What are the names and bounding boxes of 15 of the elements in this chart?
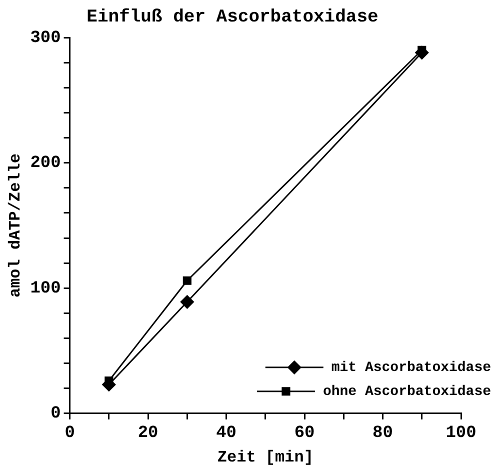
x-tick-label: 0 (64, 424, 75, 443)
chart-title: Einfluß der Ascorbatoxidase (86, 7, 378, 28)
y-tick-label: 0 (50, 404, 61, 424)
x-axis-title: Zeit [min] (217, 448, 314, 466)
x-tick-label: 20 (138, 424, 158, 443)
y-tick-label: 200 (30, 154, 61, 174)
x-tick-label: 100 (446, 424, 476, 443)
x-tick-label: 80 (372, 424, 393, 443)
y-tick-label: 100 (30, 279, 61, 298)
x-tick-label: 40 (216, 424, 236, 443)
legend-label: ohne Ascorbatoxidase (322, 384, 492, 400)
y-axis-title: amol dATP/Zelle (6, 153, 25, 298)
y-tick-label: 300 (30, 28, 61, 48)
x-tick-label: 60 (294, 424, 315, 443)
legend-label: mit Ascorbatoxidase (331, 360, 492, 376)
